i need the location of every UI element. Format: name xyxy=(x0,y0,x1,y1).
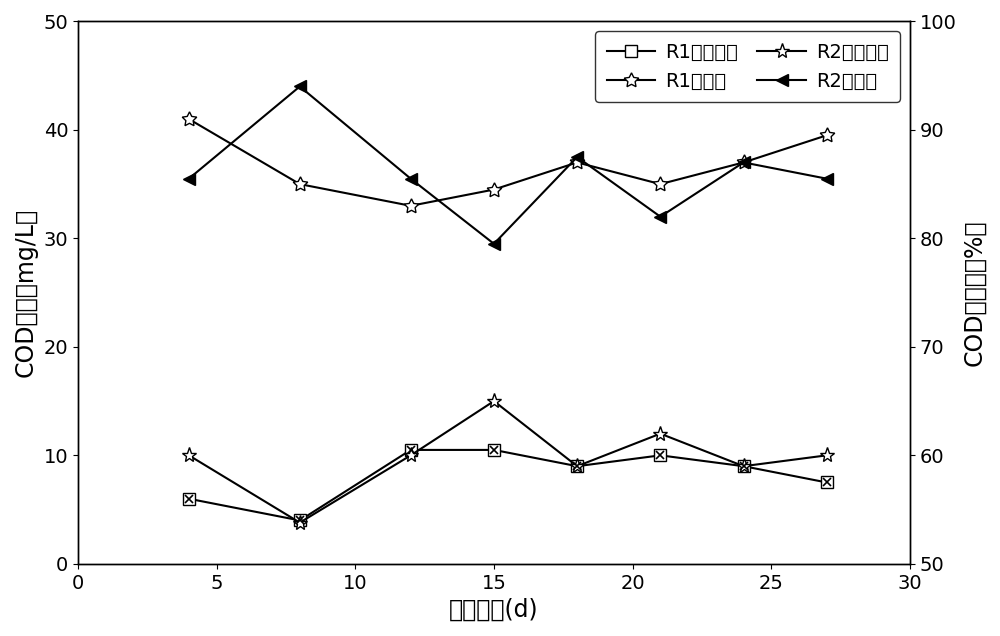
R2出水浓度 xyxy=(405,452,417,459)
R2出水浓度 xyxy=(654,430,666,438)
R2出水浓度 xyxy=(488,398,500,405)
R2去除率 xyxy=(821,175,833,183)
R1出水浓度 xyxy=(571,462,583,470)
Line: R1去除率: R1去除率 xyxy=(181,111,834,214)
Y-axis label: COD浓度（mg/L）: COD浓度（mg/L） xyxy=(14,208,38,377)
R1去除率 xyxy=(405,202,417,210)
R1出水浓度 xyxy=(821,479,833,487)
R1出水浓度 xyxy=(738,462,750,470)
R2出水浓度 xyxy=(294,519,306,527)
Line: R1出水浓度: R1出水浓度 xyxy=(183,445,832,526)
Line: R2出水浓度: R2出水浓度 xyxy=(181,394,834,530)
R2去除率 xyxy=(183,175,195,183)
R1出水浓度 xyxy=(654,452,666,459)
R1出水浓度 xyxy=(405,446,417,453)
Line: R2去除率: R2去除率 xyxy=(183,80,833,250)
Y-axis label: COD去除率（%）: COD去除率（%） xyxy=(962,219,986,366)
R2出水浓度 xyxy=(738,462,750,470)
R1去除率 xyxy=(821,132,833,139)
R2去除率 xyxy=(405,175,417,183)
R2出水浓度 xyxy=(821,452,833,459)
R1去除率 xyxy=(738,158,750,166)
R2出水浓度 xyxy=(571,462,583,470)
R2去除率 xyxy=(738,158,750,166)
R1出水浓度 xyxy=(183,495,195,502)
R1去除率 xyxy=(571,158,583,166)
R1出水浓度 xyxy=(294,516,306,524)
R2出水浓度 xyxy=(183,452,195,459)
R1去除率 xyxy=(294,181,306,188)
R1去除率 xyxy=(488,186,500,193)
R2去除率 xyxy=(488,240,500,247)
R2去除率 xyxy=(571,153,583,161)
R1去除率 xyxy=(183,115,195,123)
R2去除率 xyxy=(654,213,666,221)
X-axis label: 启动时间(d): 启动时间(d) xyxy=(449,598,539,622)
Legend: R1出水浓度, R1去除率, R2出水浓度, R2去除率: R1出水浓度, R1去除率, R2出水浓度, R2去除率 xyxy=(595,31,900,102)
R1去除率 xyxy=(654,181,666,188)
R2去除率 xyxy=(294,83,306,90)
R1出水浓度 xyxy=(488,446,500,453)
